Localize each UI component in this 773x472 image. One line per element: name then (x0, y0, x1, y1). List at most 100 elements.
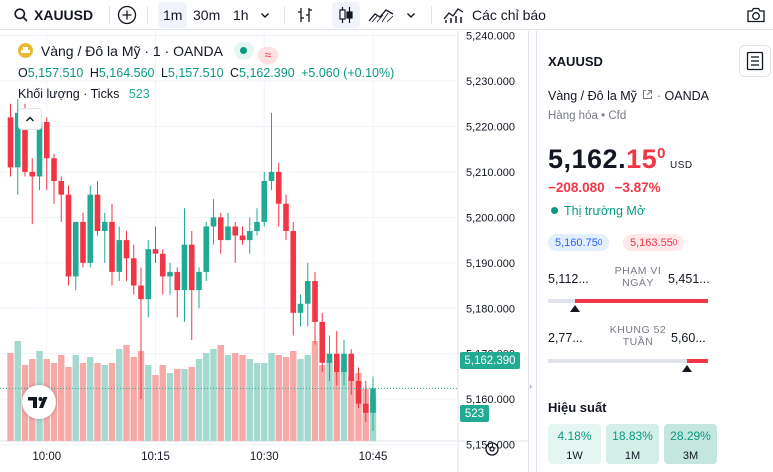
week52-range-bar (548, 359, 708, 363)
tv-logo-icon (28, 397, 48, 408)
volume-bar (232, 353, 239, 441)
symbol-search-button[interactable]: XAUUSD (14, 0, 93, 30)
performance-1w[interactable]: 4.18% 1W (548, 424, 601, 464)
volume-bar (246, 359, 253, 441)
performance-1m[interactable]: 18.83% 1M (606, 424, 659, 464)
week52-range-label: KHUNG 52 TUẦN (609, 324, 667, 348)
performance-title: Hiệu suất (548, 400, 607, 415)
interval-label: 30m (193, 7, 221, 23)
volume-bar (87, 357, 94, 441)
day-range-bar (548, 299, 708, 303)
interval-label: 1h (233, 7, 249, 23)
volume-bar (340, 367, 348, 441)
price-chart[interactable]: 5,240.000 5,230.000 5,220.000 5,210.000 5,20… (0, 31, 528, 472)
collapse-legend-button[interactable] (18, 108, 42, 130)
type-label: Cfd (608, 110, 627, 122)
interval-1h-button[interactable]: 1h (233, 0, 249, 30)
time-axis-label: 10:30 (250, 451, 279, 463)
performance-3m[interactable]: 28.29% 3M (664, 424, 717, 464)
tradingview-logo[interactable] (22, 385, 56, 419)
candle-body (43, 121, 50, 159)
chart-legend: Vàng / Đô la Mỹ · 1 · OANDA ≈ (18, 42, 278, 64)
top-toolbar: XAUUSD 1m 30m 1h Các chỉ báo (0, 0, 773, 30)
gold-coin-icon (18, 43, 33, 58)
candle-body (65, 194, 72, 277)
perf-value: 28.29% (670, 429, 711, 443)
chevron-down-icon (407, 13, 415, 18)
volume-bar (311, 341, 319, 441)
volume-tag: 523 (460, 405, 489, 422)
price-axis: 5,240.000 5,230.000 5,220.000 5,210.000 5,20… (466, 31, 515, 452)
interval-30m-button[interactable]: 30m (193, 0, 220, 30)
open-label: O (18, 66, 28, 80)
candle-body (167, 271, 173, 277)
document-list-icon (746, 51, 764, 71)
candle-chart-type-button[interactable] (332, 2, 360, 28)
volume-bar (145, 365, 152, 441)
details-toggle-button[interactable] (739, 45, 771, 77)
chevron-down-icon (261, 13, 269, 18)
candle-body (239, 235, 246, 241)
high-value: 5,164.560 (98, 66, 155, 80)
panel-resize-handle[interactable] (528, 31, 536, 472)
ask-price-badge: 5,163.55 0 (623, 234, 685, 251)
week52-range-fill (687, 359, 708, 363)
volume-bar (348, 377, 355, 441)
candles-icon (339, 7, 353, 23)
chart-area[interactable]: 5,240.000 5,230.000 5,220.000 5,210.000 5,20… (0, 31, 528, 472)
bar-chart-type-button[interactable] (295, 0, 315, 30)
camera-icon (747, 7, 765, 23)
goto-realtime-button[interactable] (483, 440, 501, 458)
exchange-name[interactable]: OANDA (664, 89, 709, 103)
area-chart-type-button[interactable] (368, 0, 394, 30)
chart-grid (0, 31, 528, 472)
interval-1m-button[interactable]: 1m (158, 2, 188, 28)
symbol-name: XAUUSD (34, 7, 94, 23)
candle-body (94, 194, 101, 231)
perf-period: 3M (682, 450, 699, 462)
indicators-icon (443, 8, 464, 23)
volume-bar (166, 373, 174, 441)
candle-body (181, 244, 188, 291)
volume-bar (108, 363, 116, 441)
indicators-button[interactable]: Các chỉ báo (443, 0, 546, 30)
candle-body (174, 271, 181, 291)
candle-body (80, 221, 86, 263)
candle-body (130, 258, 137, 286)
candle-body (326, 353, 333, 363)
day-range-high: 5,451... (668, 272, 710, 286)
week52-range-low: 2,77... (548, 331, 583, 345)
price-axis-label: 5,230.000 (466, 76, 515, 88)
candle-body (261, 181, 268, 222)
toolbar-divider (284, 6, 285, 24)
volume-legend: Khối lượng · Ticks 523 (18, 87, 150, 101)
volume-bar (253, 363, 261, 441)
volume-bar (290, 351, 297, 441)
chevron-right-icon[interactable]: › (529, 381, 532, 391)
price-main: 5,162. (548, 144, 627, 174)
interval-label: 1m (163, 7, 183, 23)
candle-body (87, 194, 94, 263)
volume-bar (203, 353, 210, 441)
chart-type-dropdown-button[interactable] (405, 0, 417, 30)
compare-symbol-button[interactable] (117, 0, 137, 30)
interval-dropdown-button[interactable] (259, 0, 271, 30)
volume-value: 523 (128, 87, 150, 101)
candle-body (304, 281, 311, 304)
delayed-data-icon[interactable]: ≈ (257, 47, 278, 64)
external-link-icon[interactable] (642, 89, 653, 100)
symbol-description: Vàng / Đô la Mỹ · OANDA (548, 89, 709, 103)
perf-value: 18.83% (612, 429, 653, 443)
volume-bar (94, 363, 101, 441)
toolbar-divider (431, 6, 432, 24)
volume-bar (159, 365, 166, 441)
volume-bar (79, 363, 87, 441)
low-value: 5,157.510 (167, 66, 224, 80)
volume-bar (195, 359, 203, 441)
market-status: Thị trường Mở (551, 204, 645, 218)
snapshot-button[interactable] (746, 0, 766, 30)
bid-price-badge: 5,160.75 0 (548, 234, 610, 251)
symbol-full-name[interactable]: Vàng / Đô la Mỹ (548, 89, 637, 103)
close-value: 5,162.390 (239, 66, 295, 80)
plus-circle-icon (117, 5, 137, 25)
